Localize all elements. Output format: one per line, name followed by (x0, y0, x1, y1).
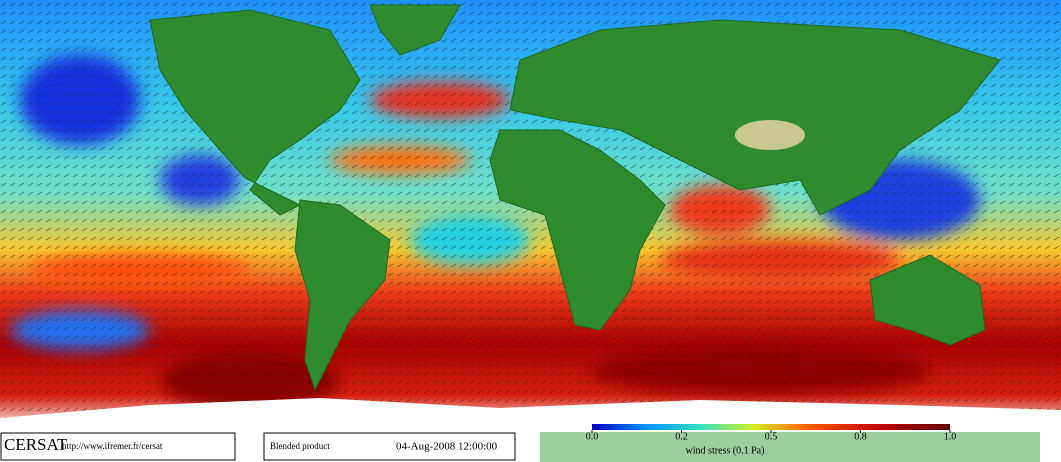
north-america (149, 9, 361, 216)
antarctic-coast (540, 432, 1040, 462)
eurasia (509, 19, 1001, 216)
australia (869, 254, 986, 346)
logo: CERSAT (4, 435, 68, 454)
south-america (294, 199, 391, 392)
colorbar (592, 424, 950, 430)
logo-box (0, 432, 236, 461)
date: 04-Aug-2008 12:00:00 (396, 441, 498, 453)
antarctica (0, 398, 1061, 430)
tibet-plateau (735, 120, 805, 150)
colorbar-label: wind stress (0.1 Pa) (686, 445, 765, 456)
continents (0, 4, 1061, 430)
product-box (263, 432, 516, 461)
colorbar-tick-label: 0.2 (675, 431, 688, 442)
url: http://www.ifremer.fr/cersat (62, 441, 163, 451)
colorbar-tick-label: 1.0 (944, 431, 957, 442)
colorbar-tick-label: 0.5 (765, 431, 778, 442)
colorbar-tick-label: 0.0 (586, 431, 599, 442)
greenland (369, 4, 461, 56)
africa (489, 129, 666, 331)
product: Blended product (270, 441, 330, 451)
colorbar-tick-label: 0.8 (854, 431, 867, 442)
